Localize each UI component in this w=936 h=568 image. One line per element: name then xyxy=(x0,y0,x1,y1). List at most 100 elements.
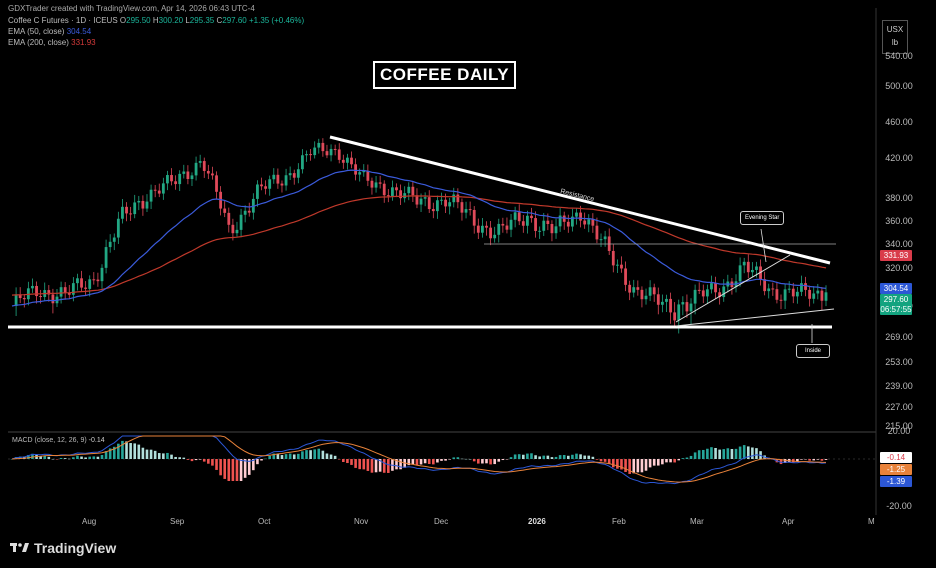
macd-bar xyxy=(783,459,787,463)
candle-body xyxy=(689,303,693,312)
macd-legend[interactable]: MACD (close, 12, 26, 9) -0.14 xyxy=(12,437,105,444)
candle-body xyxy=(71,283,75,295)
candle-body xyxy=(198,161,202,163)
candle-body xyxy=(562,215,566,222)
macd-bar xyxy=(460,458,464,460)
unit-selector[interactable]: USX lb xyxy=(882,20,908,54)
candle-body xyxy=(231,224,235,234)
price-tick-label: 320.00 xyxy=(885,263,913,273)
candle-body xyxy=(80,278,83,288)
candle-body xyxy=(542,220,546,231)
date-tick-label: Feb xyxy=(612,517,626,526)
macd-bar xyxy=(415,459,419,466)
price-tick-label: 360.00 xyxy=(885,216,913,226)
macd-bar xyxy=(399,459,402,470)
candle-body xyxy=(710,283,713,290)
macd-bar xyxy=(546,455,550,459)
candle-body xyxy=(63,287,67,293)
wedge-upper-line[interactable] xyxy=(675,254,791,323)
macd-bar xyxy=(607,459,611,465)
macd-bar xyxy=(358,459,361,470)
candle-body xyxy=(505,225,509,230)
macd-bar xyxy=(260,459,263,461)
candle-body xyxy=(783,289,787,301)
macd-bar xyxy=(746,446,750,459)
date-tick-label: Nov xyxy=(354,517,369,526)
macd-bar xyxy=(346,459,349,464)
macd-bar xyxy=(227,459,231,481)
candle-body xyxy=(431,209,435,212)
macd-bar xyxy=(562,455,566,459)
last-price-tag: 297.60 xyxy=(880,294,912,305)
candle-body xyxy=(620,264,623,269)
evening-star-callout: Evening Star xyxy=(740,211,785,225)
macd-bar xyxy=(55,459,59,460)
macd-bar xyxy=(129,443,132,459)
macd-bar xyxy=(51,458,55,460)
macd-bar xyxy=(121,440,124,459)
macd-bar xyxy=(423,459,427,464)
macd-bar xyxy=(137,444,141,459)
candle-body xyxy=(407,186,411,194)
ema200-line xyxy=(11,195,827,296)
candle-body xyxy=(824,292,828,301)
macd-bar xyxy=(640,459,644,473)
macd-bar xyxy=(554,456,558,459)
macd-bar xyxy=(243,459,247,478)
candle-body xyxy=(742,261,746,266)
macd-bar xyxy=(272,453,276,459)
macd-bar xyxy=(202,459,206,462)
candle-body xyxy=(800,283,803,292)
candle-body xyxy=(362,170,366,173)
macd-bar xyxy=(812,459,816,461)
candle-body xyxy=(697,289,701,291)
candle-body xyxy=(669,298,672,313)
price-tick-label: 269.00 xyxy=(885,332,913,342)
candle-body xyxy=(129,213,133,215)
candle-body xyxy=(350,157,353,165)
candle-body xyxy=(738,265,742,282)
macd-bar xyxy=(84,457,87,459)
candle-body xyxy=(767,288,771,292)
candle-body xyxy=(141,200,145,209)
candle-body xyxy=(489,227,492,239)
candle-body xyxy=(104,247,108,268)
macd-bar xyxy=(329,454,333,459)
candle-body xyxy=(325,151,329,156)
symbol-legend[interactable]: Coffee C Futures · 1D · ICEUS O295.50 H3… xyxy=(8,16,305,25)
macd-bar xyxy=(256,459,259,465)
macd-bar xyxy=(804,459,807,460)
date-tick-label: Apr xyxy=(782,517,795,526)
macd-bar xyxy=(301,451,304,459)
macd-bar xyxy=(464,458,468,460)
macd-bar xyxy=(370,459,374,473)
evening-star-pointer xyxy=(760,228,767,263)
macd-bar xyxy=(313,449,316,459)
ema50-legend[interactable]: EMA (50, close) 304.54 xyxy=(8,27,92,36)
ema200-legend[interactable]: EMA (200, close) 331.93 xyxy=(8,38,96,47)
candle-body xyxy=(779,299,783,301)
wedge-lower-line[interactable] xyxy=(675,308,835,327)
macd-bar xyxy=(141,447,145,459)
macd-legend-label: MACD (close, 12, 26, 9) xyxy=(12,437,87,444)
macd-bar xyxy=(456,457,460,459)
macd-bar xyxy=(80,456,83,459)
resistance-trendline[interactable] xyxy=(329,135,831,265)
macd-bar xyxy=(292,454,296,459)
candle-body xyxy=(92,279,96,281)
date-tick-label: Oct xyxy=(258,517,271,526)
date-tick-label: 2026 xyxy=(528,517,546,526)
candle-body xyxy=(628,284,632,293)
candle-body xyxy=(157,190,161,194)
macd-bar xyxy=(395,459,398,470)
candle-body xyxy=(795,291,799,297)
macd-bar xyxy=(567,455,570,459)
candle-body xyxy=(718,292,722,298)
candle-body xyxy=(280,183,284,186)
macd-bar xyxy=(170,454,173,459)
macd-bar xyxy=(387,459,390,473)
macd-bar xyxy=(591,456,595,459)
candle-body xyxy=(755,266,758,270)
macd-bar xyxy=(157,453,161,459)
